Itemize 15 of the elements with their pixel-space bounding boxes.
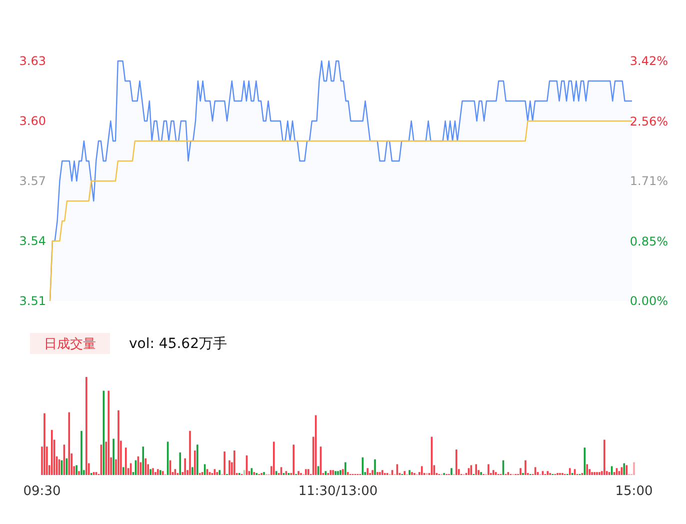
y2-tick-label: 1.71% xyxy=(630,174,668,188)
x-tick-label: 11:30/13:00 xyxy=(298,484,378,499)
y-tick-label: 3.54 xyxy=(19,234,46,248)
y2-tick-label: 0.85% xyxy=(630,234,668,248)
chart-title: 日成交量 xyxy=(44,336,96,352)
chart-subtitle: vol: 45.62万手 xyxy=(129,336,227,352)
x-tick-label: 09:30 xyxy=(23,484,61,499)
y-tick-label: 3.51 xyxy=(19,294,46,308)
y2-tick-label: 2.56% xyxy=(630,114,668,128)
y2-tick-label: 3.42% xyxy=(630,54,668,68)
y-tick-label: 3.63 xyxy=(19,54,46,68)
y2-tick-label: 0.00% xyxy=(630,294,668,308)
y-tick-label: 3.60 xyxy=(19,114,46,128)
x-tick-label: 15:00 xyxy=(615,484,653,499)
y-tick-label: 3.57 xyxy=(19,174,46,188)
